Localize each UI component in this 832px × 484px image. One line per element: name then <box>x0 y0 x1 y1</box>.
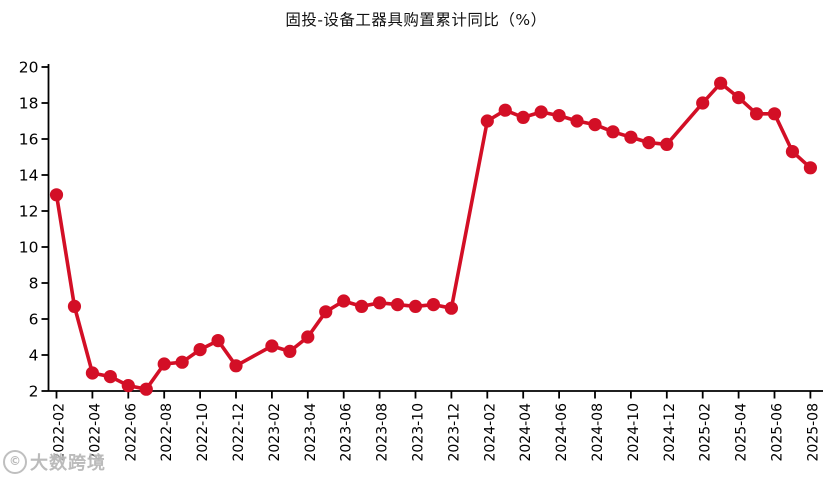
y-tick-label: 18 <box>19 95 39 113</box>
data-point <box>301 330 315 344</box>
x-tick-label: 2022-12 <box>231 403 247 462</box>
data-point <box>175 355 189 369</box>
x-tick-label: 2023-12 <box>446 403 462 462</box>
data-point <box>516 110 530 124</box>
data-point <box>426 298 441 312</box>
data-point <box>211 334 225 348</box>
x-tick-label: 2024-02 <box>482 403 498 462</box>
x-tick-label: 2023-08 <box>375 403 391 462</box>
data-point <box>390 298 405 312</box>
y-tick-label: 20 <box>19 59 39 77</box>
y-tick-label: 16 <box>19 131 39 149</box>
x-tick-label: 2022-10 <box>195 403 211 462</box>
data-point <box>319 305 333 319</box>
x-tick-label: 2022-02 <box>52 403 68 462</box>
data-point <box>193 343 207 357</box>
data-point <box>283 344 297 358</box>
x-tick-label: 2025-06 <box>770 403 786 462</box>
x-tick-label: 2022-04 <box>87 403 103 462</box>
data-point <box>480 114 494 128</box>
data-point <box>355 299 369 313</box>
x-tick-label: 2023-10 <box>411 403 427 462</box>
data-point <box>642 136 656 150</box>
data-point <box>732 91 746 105</box>
x-tick-label: 2023-06 <box>339 403 355 462</box>
data-point <box>157 357 171 371</box>
x-tick-label: 2023-04 <box>303 403 319 462</box>
y-tick-label: 10 <box>19 239 39 257</box>
data-point <box>785 145 800 159</box>
data-point <box>444 301 458 315</box>
y-tick-label: 6 <box>29 311 39 329</box>
data-point <box>534 105 548 119</box>
data-point <box>229 359 243 373</box>
data-point <box>696 96 710 110</box>
y-tick-label: 8 <box>29 275 39 293</box>
y-tick-label: 12 <box>19 203 39 221</box>
data-point <box>498 103 512 117</box>
x-tick-label: 2024-08 <box>590 403 606 462</box>
x-axis: 2022-02 2022-04 2022-06 2022-08 2022-10 2022-… <box>52 391 821 462</box>
y-tick-label: 4 <box>29 347 39 365</box>
data-point <box>803 161 818 175</box>
data-point <box>85 366 99 380</box>
data-point <box>67 299 82 313</box>
data-point <box>337 294 351 308</box>
data-point <box>552 109 566 123</box>
data-point <box>265 339 279 353</box>
data-point <box>767 107 782 121</box>
x-tick-label: 2024-12 <box>662 403 678 462</box>
data-point <box>606 125 620 139</box>
x-tick-label: 2024-04 <box>518 403 534 462</box>
data-point <box>121 379 135 393</box>
x-tick-label: 2025-04 <box>734 403 750 462</box>
data-point <box>373 296 387 310</box>
x-tick-label: 2023-02 <box>267 403 283 462</box>
chart-title: 固投-设备工器具购置累计同比（%） <box>285 11 547 29</box>
data-series-markers <box>49 76 818 396</box>
data-point <box>49 188 64 202</box>
x-tick-label: 2024-06 <box>554 403 570 462</box>
data-point <box>714 76 728 90</box>
x-tick-label: 2025-02 <box>698 403 714 462</box>
data-point <box>624 130 638 144</box>
y-axis: 2 4 6 8 10 12 14 16 18 20 <box>19 59 49 401</box>
data-point <box>408 299 423 313</box>
x-tick-label: 2025-08 <box>805 403 821 462</box>
y-tick-label: 2 <box>29 383 39 401</box>
axes <box>47 64 823 392</box>
x-tick-label: 2024-10 <box>626 403 642 462</box>
data-series-line <box>54 81 813 392</box>
x-tick-label: 2022-06 <box>123 403 139 462</box>
data-point <box>749 107 764 121</box>
data-point <box>660 137 674 151</box>
data-point <box>139 382 153 396</box>
data-point <box>570 114 584 128</box>
data-point <box>588 118 602 132</box>
data-point <box>103 370 117 384</box>
y-tick-label: 14 <box>19 167 39 185</box>
x-tick-label: 2022-08 <box>159 403 175 462</box>
